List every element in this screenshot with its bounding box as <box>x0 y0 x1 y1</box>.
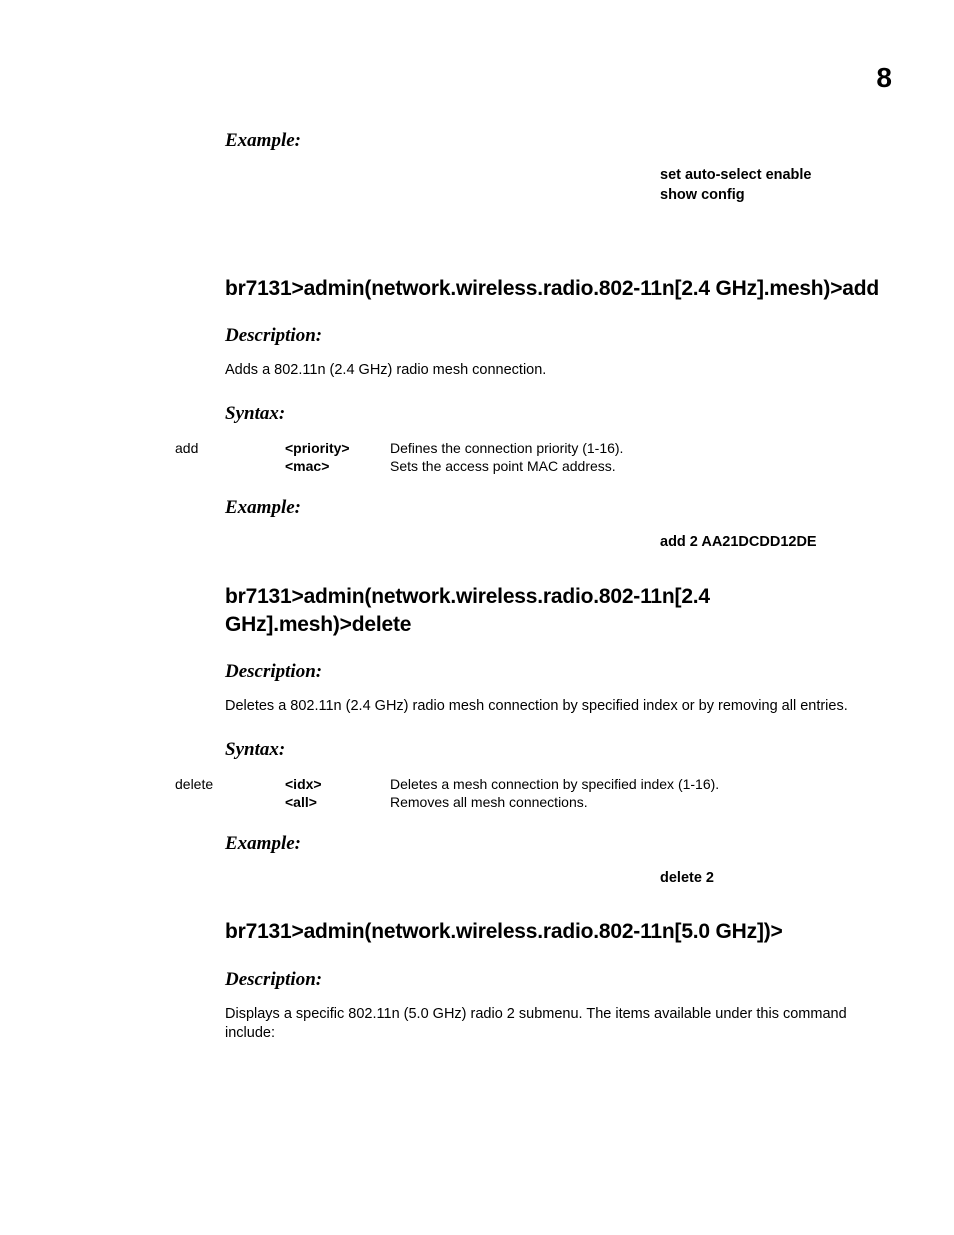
command-heading: br7131>admin(network.wireless.radio.802-… <box>225 918 894 946</box>
example-line: delete 2 <box>660 869 894 889</box>
table-row: add <priority> Defines the connection pr… <box>175 439 623 457</box>
page-content: Example: set auto-select enable show con… <box>175 130 894 1066</box>
example-line: add 2 AA21DCDD12DE <box>660 533 894 553</box>
description-label: Description: <box>225 969 894 991</box>
description-text: Displays a specific 802.11n (5.0 GHz) ra… <box>225 1005 894 1044</box>
syntax-table: add <priority> Defines the connection pr… <box>175 439 623 475</box>
syntax-desc: Deletes a mesh connection by specified i… <box>390 775 719 793</box>
description-text: Deletes a 802.11n (2.4 GHz) radio mesh c… <box>225 697 894 717</box>
command-heading: br7131>admin(network.wireless.radio.802-… <box>225 583 745 640</box>
syntax-label: Syntax: <box>225 403 894 425</box>
description-text: Adds a 802.11n (2.4 GHz) radio mesh conn… <box>225 361 894 381</box>
syntax-cmd: add <box>175 439 285 457</box>
example-line: show config <box>660 186 894 206</box>
syntax-desc: Defines the connection priority (1-16). <box>390 439 623 457</box>
table-row: <all> Removes all mesh connections. <box>175 793 719 811</box>
syntax-param: <priority> <box>285 439 390 457</box>
example-code: delete 2 <box>660 869 894 889</box>
description-label: Description: <box>225 325 894 347</box>
example-line: set auto-select enable <box>660 166 894 186</box>
page-number: 8 <box>876 62 892 94</box>
table-row: <mac> Sets the access point MAC address. <box>175 457 623 475</box>
table-row: delete <idx> Deletes a mesh connection b… <box>175 775 719 793</box>
syntax-table: delete <idx> Deletes a mesh connection b… <box>175 775 719 811</box>
syntax-param: <mac> <box>285 457 390 475</box>
syntax-label: Syntax: <box>225 739 894 761</box>
syntax-param: <all> <box>285 793 390 811</box>
syntax-cmd <box>175 457 285 475</box>
example-label: Example: <box>225 130 894 152</box>
syntax-cmd: delete <box>175 775 285 793</box>
command-heading: br7131>admin(network.wireless.radio.802-… <box>225 275 894 303</box>
example-code: add 2 AA21DCDD12DE <box>660 533 894 553</box>
syntax-desc: Sets the access point MAC address. <box>390 457 623 475</box>
description-label: Description: <box>225 661 894 683</box>
example-label: Example: <box>225 497 894 519</box>
syntax-cmd <box>175 793 285 811</box>
syntax-param: <idx> <box>285 775 390 793</box>
syntax-desc: Removes all mesh connections. <box>390 793 719 811</box>
example-label: Example: <box>225 833 894 855</box>
example-code: set auto-select enable show config <box>660 166 894 205</box>
